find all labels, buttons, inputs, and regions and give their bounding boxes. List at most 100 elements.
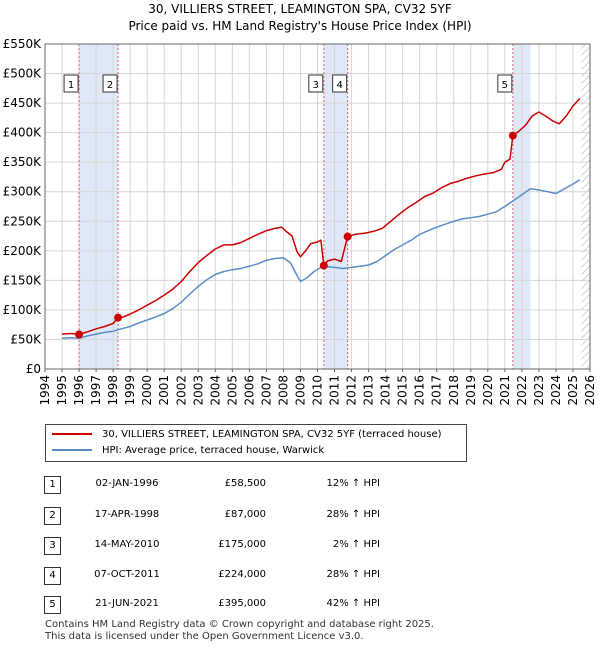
sale-marker: 4 bbox=[332, 74, 348, 93]
sale-marker: 3 bbox=[308, 74, 324, 93]
x-tick-label: 2016 bbox=[413, 375, 427, 406]
x-tick-label: 2012 bbox=[345, 375, 359, 406]
sale-dot bbox=[508, 131, 517, 140]
sale-price: £87,000 bbox=[224, 509, 266, 520]
x-tick-label: 2024 bbox=[549, 375, 563, 406]
x-tick-label: 2005 bbox=[225, 375, 239, 406]
legend-label-property: 30, VILLIERS STREET, LEAMINGTON SPA, CV3… bbox=[102, 429, 442, 440]
x-tick-label: 1995 bbox=[55, 375, 69, 406]
x-tick-label: 2013 bbox=[362, 375, 376, 406]
legend-item-property: 30, VILLIERS STREET, LEAMINGTON SPA, CV3… bbox=[52, 427, 442, 443]
sale-marker-label: 1 bbox=[68, 80, 74, 91]
sale-hpi: 28% ↑ HPI bbox=[326, 569, 380, 580]
legend-label-hpi: HPI: Average price, terraced house, Warw… bbox=[102, 445, 325, 456]
property-price-line bbox=[61, 97, 581, 336]
x-tick-label: 2017 bbox=[430, 375, 444, 406]
sale-marker: 5 bbox=[497, 74, 513, 93]
sale-date: 17-APR-1998 bbox=[94, 509, 160, 520]
sale-marker-label: 4 bbox=[336, 80, 342, 91]
future-hatch bbox=[581, 44, 590, 369]
y-tick-label: £400K bbox=[3, 126, 43, 140]
sale-marker-box bbox=[308, 74, 324, 93]
sale-date: 02-JAN-1996 bbox=[95, 478, 159, 489]
sale-number: 1 bbox=[44, 476, 61, 494]
x-tick-label: 2007 bbox=[259, 375, 273, 406]
x-tick-label: 2019 bbox=[464, 375, 478, 406]
sale-price: £224,000 bbox=[218, 569, 266, 580]
sale-dot bbox=[114, 313, 123, 322]
table-row: 2 17-APR-1998 £87,000 28% ↑ HPI bbox=[0, 507, 600, 525]
x-tick-label: 1998 bbox=[106, 375, 120, 406]
x-tick-label: 1999 bbox=[123, 375, 137, 406]
footer-licence: This data is licensed under the Open Gov… bbox=[45, 631, 364, 642]
sale-marker-label: 5 bbox=[502, 80, 508, 91]
hpi-line bbox=[61, 179, 581, 340]
x-tick-label: 1997 bbox=[89, 375, 103, 406]
x-tick-label: 2008 bbox=[276, 375, 290, 406]
x-tick-label: 2023 bbox=[532, 375, 546, 406]
x-tick-label: 2014 bbox=[379, 375, 393, 406]
sale-hpi: 2% ↑ HPI bbox=[332, 539, 380, 550]
y-tick-label: £250K bbox=[3, 214, 43, 228]
x-tick-label: 1994 bbox=[38, 375, 52, 406]
y-tick-label: £100K bbox=[3, 303, 43, 317]
x-tick-label: 2025 bbox=[566, 375, 580, 406]
x-tick-label: 2021 bbox=[498, 375, 512, 406]
x-tick-label: 2026 bbox=[583, 375, 597, 406]
legend: 30, VILLIERS STREET, LEAMINGTON SPA, CV3… bbox=[45, 424, 467, 462]
price-chart: 1 2 3 4 5 £0 £50K £100K £150K £200K £250K £300K £35… bbox=[3, 37, 597, 406]
sale-number: 5 bbox=[44, 596, 61, 614]
x-tick-label: 2006 bbox=[242, 375, 256, 406]
shaded-band bbox=[79, 44, 119, 369]
sale-number: 3 bbox=[44, 537, 61, 555]
y-tick-label: £350K bbox=[3, 155, 43, 169]
sale-number: 4 bbox=[44, 567, 61, 585]
sale-marker: 1 bbox=[63, 74, 79, 93]
legend-red-line bbox=[52, 433, 92, 435]
y-tick-label: £300K bbox=[3, 185, 43, 199]
x-tick-label: 2011 bbox=[328, 375, 342, 406]
sale-marker-box bbox=[102, 74, 118, 93]
x-tick-label: 1996 bbox=[72, 375, 86, 406]
x-tick-label: 2004 bbox=[208, 375, 222, 406]
sale-marker: 2 bbox=[102, 74, 118, 93]
chart-subtitle: Price paid vs. HM Land Registry's House … bbox=[128, 19, 472, 33]
sale-date: 21-JUN-2021 bbox=[95, 598, 159, 609]
sale-date: 14-MAY-2010 bbox=[94, 539, 160, 550]
sale-dot bbox=[343, 232, 352, 241]
x-tick-label: 2015 bbox=[396, 375, 410, 406]
x-tick-label: 2001 bbox=[157, 375, 171, 406]
y-tick-label: £550K bbox=[3, 37, 43, 51]
sale-hpi: 42% ↑ HPI bbox=[326, 598, 380, 609]
chart-title: 30, VILLIERS STREET, LEAMINGTON SPA, CV3… bbox=[148, 2, 452, 16]
x-tick-label: 2010 bbox=[311, 375, 325, 406]
x-tick-label: 2009 bbox=[293, 375, 307, 406]
legend-blue-line bbox=[52, 449, 92, 451]
sale-price: £395,000 bbox=[218, 598, 266, 609]
table-row: 4 07-OCT-2011 £224,000 28% ↑ HPI bbox=[0, 567, 600, 585]
shaded-band bbox=[323, 44, 348, 369]
footer-copyright: Contains HM Land Registry data © Crown c… bbox=[45, 619, 434, 630]
table-row: 5 21-JUN-2021 £395,000 42% ↑ HPI bbox=[0, 596, 600, 614]
x-tick-label: 2018 bbox=[447, 375, 461, 406]
sale-hpi: 28% ↑ HPI bbox=[326, 509, 380, 520]
x-tick-label: 2022 bbox=[515, 375, 529, 406]
sale-marker-box bbox=[497, 74, 513, 93]
y-tick-label: £450K bbox=[3, 96, 43, 110]
y-tick-label: £200K bbox=[3, 244, 43, 258]
sale-date: 07-OCT-2011 bbox=[94, 569, 160, 580]
sale-marker-box bbox=[332, 74, 348, 93]
x-tick-label: 2002 bbox=[174, 375, 188, 406]
y-tick-label: £0 bbox=[26, 362, 41, 376]
x-tick-label: 2003 bbox=[191, 375, 205, 406]
sale-marker-box bbox=[63, 74, 79, 93]
sale-hpi: 12% ↑ HPI bbox=[326, 478, 380, 489]
legend-item-hpi: HPI: Average price, terraced house, Warw… bbox=[52, 443, 324, 459]
y-tick-label: £150K bbox=[3, 273, 43, 287]
sale-marker-label: 2 bbox=[107, 80, 113, 91]
sale-dot bbox=[319, 261, 328, 270]
sale-dot bbox=[75, 330, 84, 339]
y-tick-label: £500K bbox=[3, 67, 43, 81]
sale-price: £58,500 bbox=[224, 478, 266, 489]
sale-marker-label: 3 bbox=[313, 80, 319, 91]
